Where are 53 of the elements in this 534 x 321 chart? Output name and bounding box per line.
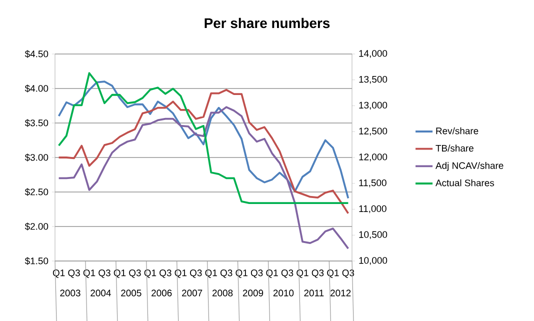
x-tick-label: Q3 bbox=[250, 270, 263, 278]
x-tick-label: Q3 bbox=[190, 270, 202, 278]
text: 2009 bbox=[242, 290, 264, 296]
text: 2012 bbox=[330, 290, 351, 296]
x-tick-label: Q1 bbox=[144, 270, 156, 278]
x-tick-label: Q3 bbox=[98, 270, 110, 278]
legend-label: Actual Shares bbox=[436, 179, 494, 186]
text: 2003 bbox=[60, 290, 80, 296]
legend-label: TB/share bbox=[436, 144, 474, 152]
y-tick-label: $2.00 bbox=[24, 222, 48, 230]
x-tick-label: Q1 bbox=[52, 270, 65, 278]
y-tick-label: $3.50 bbox=[24, 119, 48, 127]
line-series bbox=[58, 88, 350, 214]
text: 2010 bbox=[273, 290, 294, 296]
line-series bbox=[58, 106, 350, 250]
x-tick-label: Q1 bbox=[83, 270, 96, 278]
x-tick-label: Q3 bbox=[220, 270, 232, 278]
text: 2004 bbox=[90, 290, 111, 296]
y2-tick-label: 14,000 bbox=[359, 50, 388, 58]
legend-label: Rev/share bbox=[436, 127, 478, 134]
legend-label: Adj NCAV/share bbox=[436, 162, 504, 171]
y-tick-label: $4.50 bbox=[24, 50, 48, 58]
y2-tick-label: 10,500 bbox=[359, 231, 388, 240]
x-tick-label: Q1 bbox=[205, 270, 217, 278]
x-tick-label: Q1 bbox=[296, 270, 308, 278]
x-tick-label: Q3 bbox=[129, 270, 141, 278]
y2-tick-label: 11,500 bbox=[359, 179, 386, 188]
y2-tick-label: 13,500 bbox=[359, 76, 388, 84]
x-tick-label: Q1 bbox=[114, 270, 126, 278]
text: 2005 bbox=[121, 290, 142, 296]
y2-tick-label: 10,000 bbox=[359, 257, 388, 265]
x-tick-label: Q3 bbox=[312, 270, 324, 278]
text: 2007 bbox=[182, 290, 202, 296]
y-tick-label: $1.50 bbox=[24, 257, 48, 265]
x-tick-label: Q3 bbox=[281, 270, 294, 278]
x-tick-label: Q3 bbox=[342, 270, 354, 278]
y2-tick-label: 12,000 bbox=[359, 154, 388, 162]
y-tick-label: $2.50 bbox=[24, 188, 48, 196]
y2-tick-label: 12,500 bbox=[359, 128, 388, 136]
y2-tick-label: 11,000 bbox=[359, 205, 386, 214]
x-tick-label: Q1 bbox=[266, 270, 278, 278]
y-tick-label: $3.00 bbox=[24, 154, 48, 162]
x-tick-label: Q3 bbox=[160, 270, 172, 278]
x-tick-label: Q1 bbox=[327, 270, 339, 278]
text: 2011 bbox=[304, 290, 324, 296]
y-tick-label: $4.00 bbox=[24, 84, 48, 92]
x-tick-label: Q1 bbox=[236, 270, 248, 278]
chart-title: Per share numbers bbox=[204, 18, 330, 28]
text: 2006 bbox=[152, 290, 172, 296]
y2-tick-label: 13,000 bbox=[359, 102, 388, 110]
x-tick-label: Q3 bbox=[68, 270, 80, 278]
x-tick-label: Q1 bbox=[174, 270, 187, 278]
text: 2008 bbox=[212, 290, 233, 296]
